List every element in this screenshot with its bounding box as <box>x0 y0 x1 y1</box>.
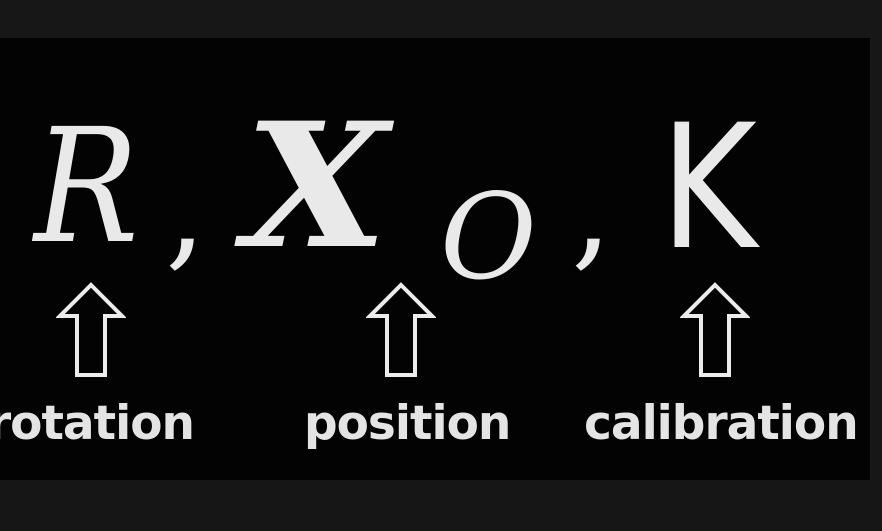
calibration-label: calibration <box>584 396 859 451</box>
calibration-symbol: K <box>660 87 758 288</box>
formula-comma: , <box>165 132 207 284</box>
position-label: position <box>304 396 511 451</box>
up-arrow-outline-icon <box>680 282 750 377</box>
slide: R , X O , K <box>0 38 870 480</box>
position-symbol: X <box>244 84 389 287</box>
rotation-label: rotation <box>0 396 195 451</box>
rotation-symbol: R <box>34 95 139 279</box>
position-subscript: O <box>440 168 537 306</box>
up-arrow-outline-icon <box>366 282 436 377</box>
bottom-bar <box>0 480 882 531</box>
up-arrow-outline-icon <box>56 282 126 377</box>
formula-comma: , <box>571 132 613 284</box>
